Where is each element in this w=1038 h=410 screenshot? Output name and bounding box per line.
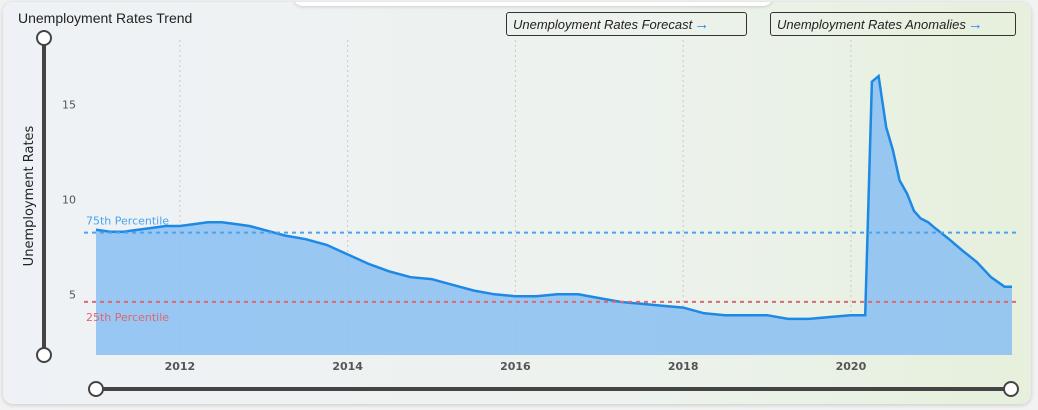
x-range-slider[interactable] <box>88 381 1019 397</box>
y-tick-label: 5 <box>69 288 76 301</box>
x-tick-label: 2014 <box>332 360 363 373</box>
y-slider-top-handle[interactable] <box>36 30 52 46</box>
reference-line-label: 75th Percentile <box>86 215 169 228</box>
reference-lines: 75th Percentile 25th Percentile <box>84 215 1020 324</box>
forecast-nav-label: Unemployment Rates Forecast <box>513 16 693 32</box>
x-slider-right-handle[interactable] <box>1003 381 1019 397</box>
reference-line-label: 25th Percentile <box>86 311 169 324</box>
anomalies-nav-button[interactable]: Unemployment Rates Anomalies → <box>770 12 1016 36</box>
series-line <box>95 73 1012 321</box>
anomalies-nav-label: Unemployment Rates Anomalies <box>777 16 966 32</box>
x-tick-label: 2012 <box>165 360 196 373</box>
x-tick-label: 2020 <box>836 360 867 373</box>
forecast-nav-button[interactable]: Unemployment Rates Forecast → <box>506 12 747 36</box>
arrow-right-icon: → <box>694 15 710 33</box>
x-slider-left-handle[interactable] <box>88 381 104 397</box>
x-tick-label: 2016 <box>500 360 531 373</box>
arrow-right-icon: → <box>967 15 983 33</box>
area-fill <box>96 76 1012 355</box>
y-tick-label: 10 <box>62 193 76 206</box>
y-range-slider[interactable] <box>36 30 52 363</box>
chart-title: Unemployment Rates Trend <box>18 10 193 26</box>
axis-labels: 5 10 15 2012 2014 2016 2018 2020 <box>62 99 867 373</box>
y-tick-label: 15 <box>62 99 76 112</box>
top-tab-handle <box>293 2 773 6</box>
x-tick-label: 2018 <box>668 360 699 373</box>
y-axis-label: Unemployment Rates <box>22 125 37 266</box>
y-slider-bottom-handle[interactable] <box>36 347 52 363</box>
